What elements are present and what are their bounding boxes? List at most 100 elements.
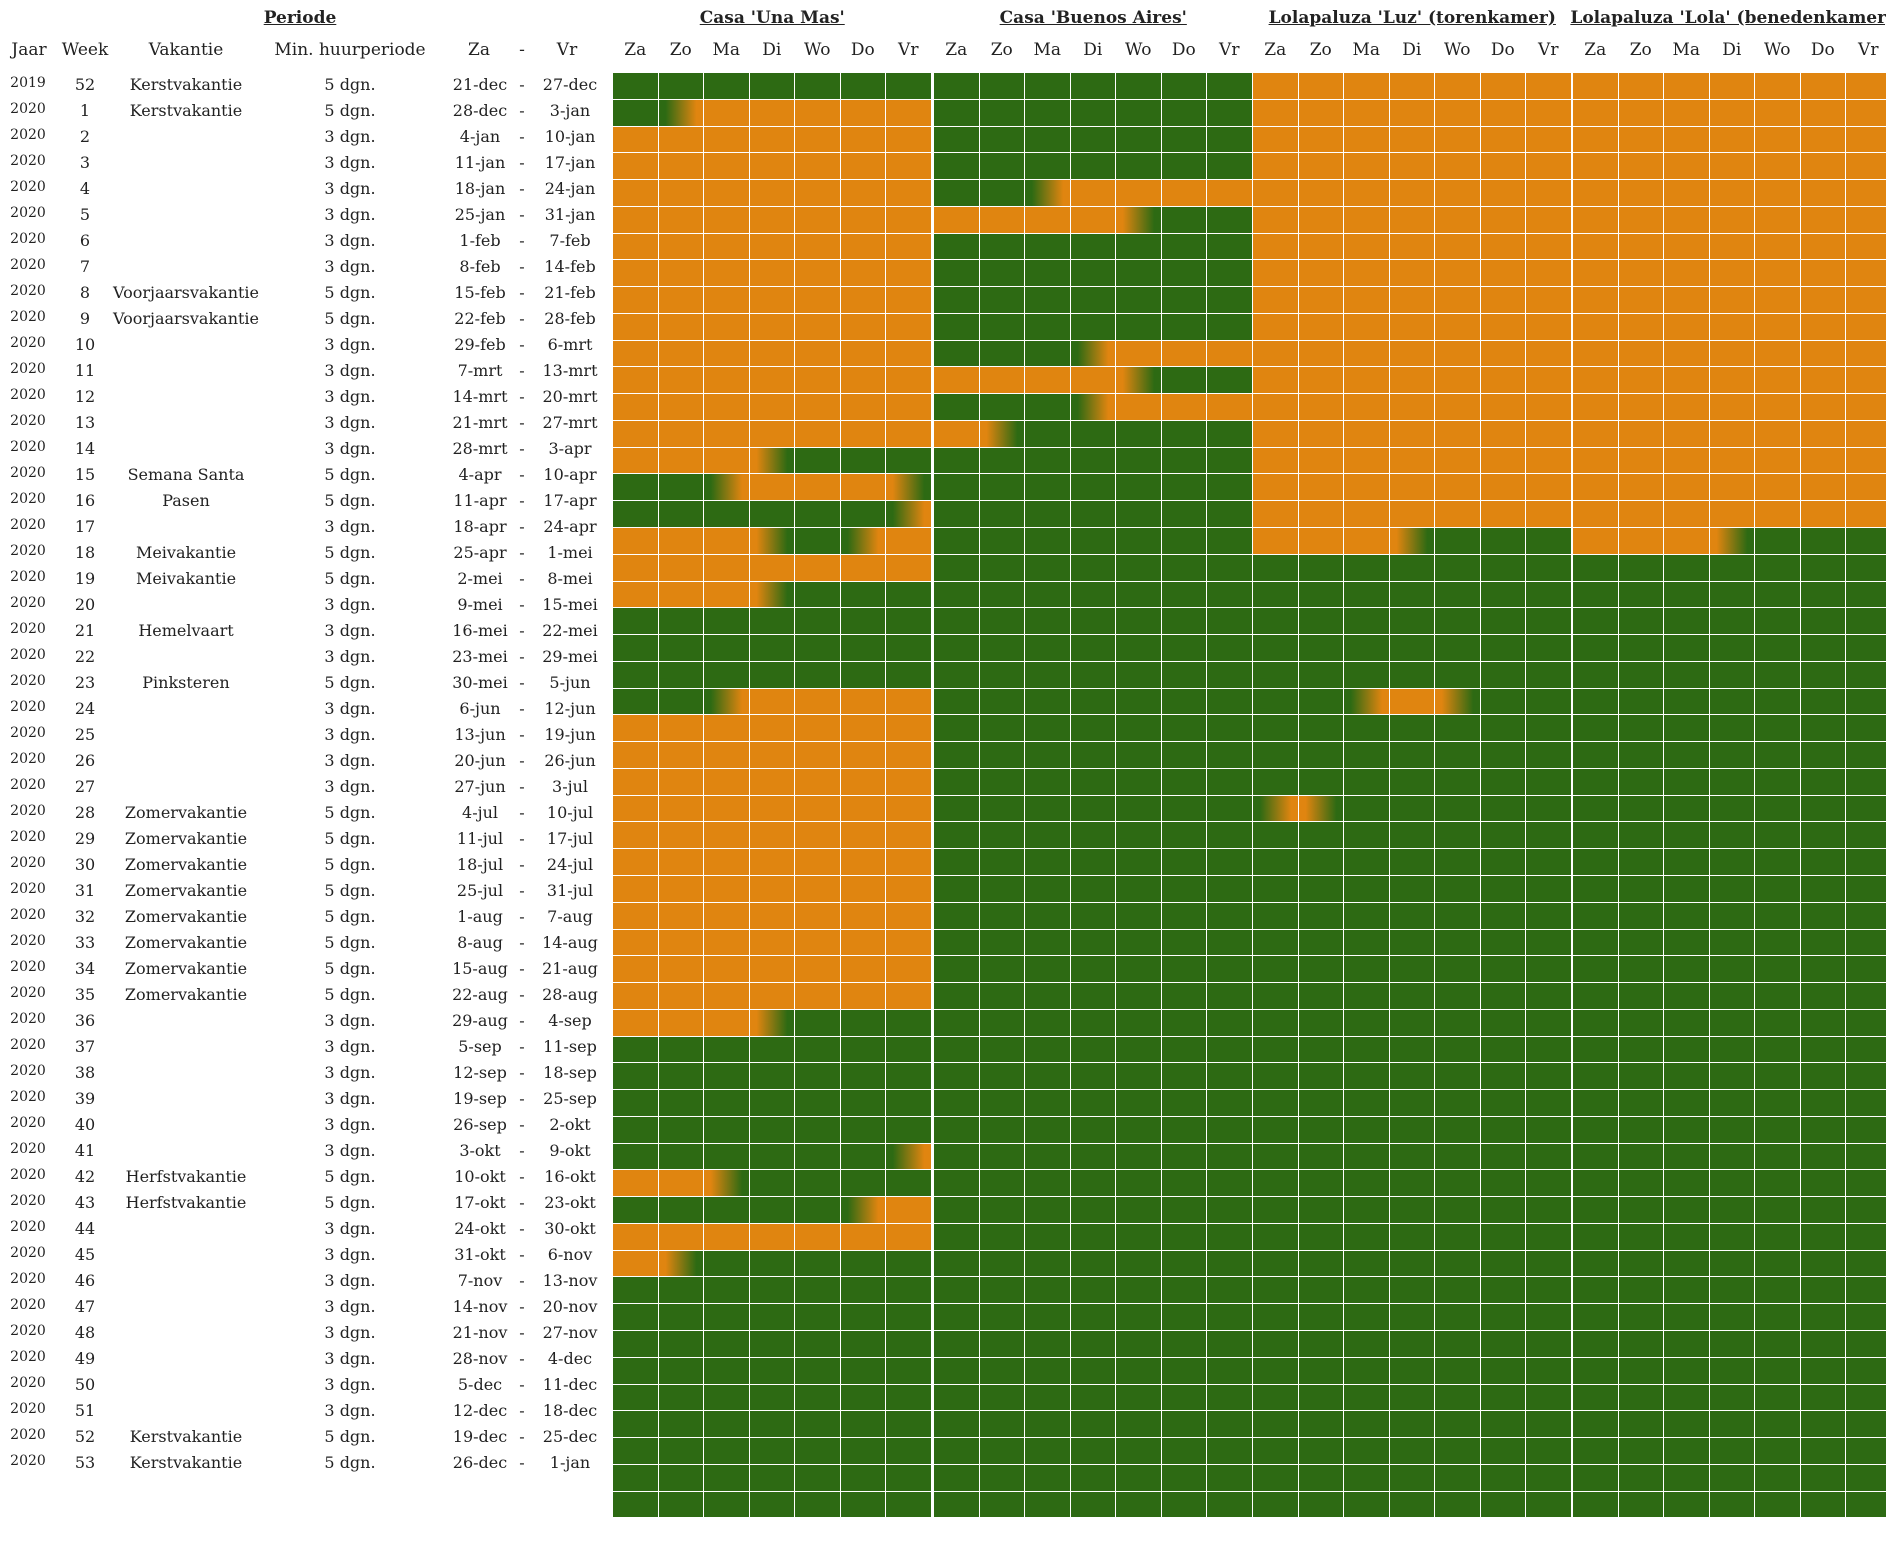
day-cell	[840, 99, 885, 126]
day-cell	[1800, 849, 1845, 875]
day-cell	[613, 394, 658, 420]
day-cell	[1389, 447, 1434, 474]
day-cell	[1298, 1009, 1343, 1036]
day-cell	[1480, 1384, 1525, 1411]
day-cell	[1435, 715, 1480, 742]
day-cell	[1025, 1357, 1070, 1384]
table-row: 2020 7 3 dgn. 8-feb -14-feb	[0, 255, 615, 280]
cell-vak: Voorjaarsvakantie	[112, 283, 260, 302]
day-cell	[1846, 1143, 1886, 1170]
cell-vr: 4-dec	[547, 1349, 593, 1368]
day-cell	[1116, 1250, 1161, 1277]
day-cell	[979, 902, 1024, 929]
cell-vr: 24-jul	[546, 855, 594, 874]
day-cell	[1618, 742, 1663, 768]
day-cell	[979, 1330, 1024, 1357]
table-row: 2020 5 3 dgn. 25-jan -31-jan	[0, 203, 615, 228]
day-cell	[1344, 1170, 1389, 1197]
day-cell	[840, 929, 885, 956]
day-cell	[934, 153, 979, 180]
day-cell	[1207, 554, 1252, 581]
day-cell	[1800, 260, 1845, 287]
cell-jaar: 2020	[10, 933, 46, 949]
day-cell	[1526, 260, 1571, 287]
day-cell	[1435, 1384, 1480, 1411]
table-row: 2020 17 3 dgn. 18-apr -24-apr	[0, 515, 615, 540]
day-cell	[1755, 340, 1800, 367]
day-cell	[658, 1491, 703, 1518]
table-row: 2020 49 3 dgn. 28-nov -4-dec	[0, 1347, 615, 1372]
cell-jaar: 2020	[10, 1037, 46, 1053]
cell-week: 18	[74, 543, 96, 562]
day-cell	[1618, 206, 1663, 233]
day-cell	[704, 287, 749, 313]
day-cell	[840, 1223, 885, 1250]
day-cell	[1070, 1330, 1115, 1357]
cell-week: 16	[74, 491, 96, 510]
day-cell	[934, 1223, 979, 1250]
day-cell	[1755, 1197, 1800, 1223]
day-cell	[1253, 768, 1298, 795]
cell-jaar: 2020	[10, 907, 46, 923]
cell-dash: -	[519, 673, 525, 692]
day-cell	[1161, 661, 1206, 688]
day-cell	[886, 875, 931, 902]
day-cell	[1161, 99, 1206, 126]
day-cell	[1253, 287, 1298, 313]
table-row: 2020 24 3 dgn. 6-jun -12-jun	[0, 697, 615, 722]
cell-dash: -	[519, 101, 525, 120]
day-cell	[1207, 1063, 1252, 1090]
cell-week: 43	[74, 1193, 96, 1212]
day-cell	[1526, 1250, 1571, 1277]
day-cell	[795, 340, 840, 367]
day-cell	[979, 554, 1024, 581]
day-cell	[1435, 1491, 1480, 1518]
cell-vr: 6-mrt	[547, 335, 593, 354]
cell-min: 3 dgn.	[324, 1089, 376, 1108]
cell-za: 18-apr	[453, 517, 507, 536]
cell-min: 3 dgn.	[324, 1011, 376, 1030]
day-cell	[1025, 1116, 1070, 1143]
day-cell	[1161, 1464, 1206, 1491]
day-cell	[613, 99, 658, 126]
day-cell	[1618, 73, 1663, 99]
day-cell	[795, 153, 840, 180]
day-cell	[934, 875, 979, 902]
day-cell	[795, 983, 840, 1009]
day-cell	[886, 1116, 931, 1143]
day-cell	[1435, 420, 1480, 447]
day-cell	[613, 340, 658, 367]
day-cell	[934, 340, 979, 367]
day-cell	[1526, 688, 1571, 715]
day-cell	[1435, 1116, 1480, 1143]
day-cell	[613, 1411, 658, 1438]
day-cell	[1344, 1090, 1389, 1116]
day-cell	[1526, 1330, 1571, 1357]
day-cell	[1116, 554, 1161, 581]
day-cell	[1846, 287, 1886, 313]
day-cell	[1618, 1384, 1663, 1411]
day-cell	[1298, 929, 1343, 956]
day-cell	[1161, 608, 1206, 635]
day-cell	[1618, 1116, 1663, 1143]
day-cell	[613, 447, 658, 474]
day-cell	[704, 1063, 749, 1090]
property-title: Casa 'Buenos Aires'	[999, 8, 1187, 28]
day-cell	[749, 1223, 794, 1250]
day-cell	[1618, 447, 1663, 474]
day-cell	[704, 420, 749, 447]
day-cell	[1800, 474, 1845, 501]
cell-za: 1-feb	[459, 231, 501, 250]
day-cell	[1800, 1438, 1845, 1464]
day-cell	[704, 528, 749, 554]
day-cell	[979, 1223, 1024, 1250]
day-cell	[934, 1277, 979, 1304]
day-cell	[1025, 1009, 1070, 1036]
day-cell	[1253, 1143, 1298, 1170]
day-cell	[1207, 528, 1252, 554]
cell-week: 41	[74, 1141, 96, 1160]
day-cell	[1253, 1090, 1298, 1116]
day-cell	[1344, 768, 1389, 795]
cell-week: 33	[74, 933, 96, 952]
day-cell	[886, 1063, 931, 1090]
